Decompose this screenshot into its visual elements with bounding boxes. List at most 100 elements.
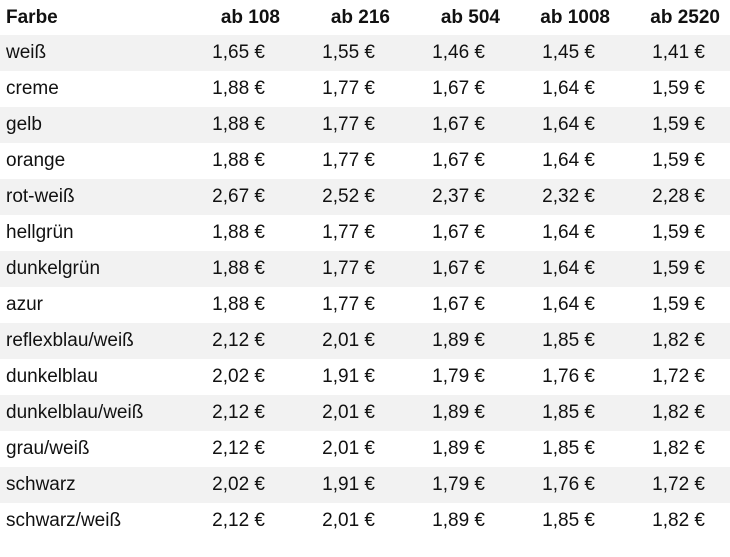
- price-cell: 1,89 €: [432, 330, 485, 351]
- price-cell: 1,77 €: [322, 294, 375, 315]
- price-cell: 1,89 €: [432, 402, 485, 423]
- color-name-cell: schwarz: [6, 474, 76, 495]
- table-row: gelb 1,88 € 1,77 € 1,67 € 1,64 € 1,59 €: [0, 107, 730, 143]
- color-name-cell: azur: [6, 294, 43, 315]
- table-row: hellgrün 1,88 € 1,77 € 1,67 € 1,64 € 1,59 €: [0, 215, 730, 251]
- price-cell: 2,02 €: [212, 474, 265, 495]
- table-row: orange 1,88 € 1,77 € 1,67 € 1,64 € 1,59 €: [0, 143, 730, 179]
- price-cell: 1,77 €: [322, 114, 375, 135]
- table-row: dunkelgrün 1,88 € 1,77 € 1,67 € 1,64 € 1,59 €: [0, 251, 730, 287]
- color-name-cell: dunkelblau: [6, 366, 98, 387]
- price-cell: 1,72 €: [652, 366, 705, 387]
- price-cell: 1,67 €: [432, 258, 485, 279]
- price-cell: 1,64 €: [542, 222, 595, 243]
- price-cell: 1,77 €: [322, 78, 375, 99]
- price-cell: 2,01 €: [322, 330, 375, 351]
- table-row: creme 1,88 € 1,77 € 1,67 € 1,64 € 1,59 €: [0, 71, 730, 107]
- table-row: dunkelblau/weiß 2,12 € 2,01 € 1,89 € 1,85 € 1…: [0, 395, 730, 431]
- color-name-cell: orange: [6, 150, 66, 171]
- price-cell: 1,67 €: [432, 114, 485, 135]
- header-row: Farbe ab 108 ab 216 ab 504 ab 1008 ab 25…: [0, 0, 730, 35]
- price-cell: 1,55 €: [322, 42, 375, 63]
- price-cell: 2,12 €: [212, 402, 265, 423]
- price-cell: 1,59 €: [652, 258, 705, 279]
- table-row: schwarz/weiß 2,12 € 2,01 € 1,89 € 1,85 € 1,82…: [0, 503, 730, 539]
- price-cell: 1,67 €: [432, 294, 485, 315]
- price-cell: 1,64 €: [542, 78, 595, 99]
- color-name-cell: dunkelblau/weiß: [6, 402, 144, 423]
- header-cell-color: Farbe: [6, 6, 58, 28]
- color-name-cell: schwarz/weiß: [6, 510, 122, 531]
- price-cell: 2,02 €: [212, 366, 265, 387]
- price-cell: 1,88 €: [212, 294, 265, 315]
- price-cell: 1,85 €: [542, 402, 595, 423]
- table-row: azur 1,88 € 1,77 € 1,67 € 1,64 € 1,59 €: [0, 287, 730, 323]
- price-cell: 1,67 €: [432, 222, 485, 243]
- price-cell: 1,88 €: [212, 114, 265, 135]
- price-cell: 2,67 €: [212, 186, 265, 207]
- table-row: dunkelblau 2,02 € 1,91 € 1,79 € 1,76 € 1,72 €: [0, 359, 730, 395]
- header-cell-tier: ab 2520: [650, 6, 720, 28]
- price-cell: 2,12 €: [212, 510, 265, 531]
- price-cell: 1,45 €: [542, 42, 595, 63]
- price-cell: 1,77 €: [322, 150, 375, 171]
- price-cell: 1,72 €: [652, 474, 705, 495]
- price-cell: 1,88 €: [212, 78, 265, 99]
- color-name-cell: dunkelgrün: [6, 258, 101, 279]
- price-table: Farbe ab 108 ab 216 ab 504 ab 1008 ab 25…: [0, 0, 730, 539]
- price-cell: 1,65 €: [212, 42, 265, 63]
- price-cell: 1,89 €: [432, 510, 485, 531]
- header-cell-tier: ab 108: [220, 6, 280, 28]
- price-cell: 1,77 €: [322, 222, 375, 243]
- price-cell: 1,59 €: [652, 78, 705, 99]
- header-cell-tier: ab 216: [330, 6, 390, 28]
- price-cell: 1,64 €: [542, 294, 595, 315]
- price-cell: 2,12 €: [212, 438, 265, 459]
- price-cell: 2,01 €: [322, 402, 375, 423]
- price-cell: 1,79 €: [432, 366, 485, 387]
- price-cell: 1,82 €: [652, 330, 705, 351]
- price-cell: 1,67 €: [432, 150, 485, 171]
- color-name-cell: hellgrün: [6, 222, 74, 243]
- price-cell: 1,76 €: [542, 474, 595, 495]
- price-cell: 1,59 €: [652, 222, 705, 243]
- table-row: grau/weiß 2,12 € 2,01 € 1,89 € 1,85 € 1,82 €: [0, 431, 730, 467]
- price-cell: 1,67 €: [432, 78, 485, 99]
- header-cell-tier: ab 1008: [540, 6, 610, 28]
- price-cell: 1,91 €: [322, 474, 375, 495]
- price-cell: 1,91 €: [322, 366, 375, 387]
- table-row: schwarz 2,02 € 1,91 € 1,79 € 1,76 € 1,72 €: [0, 467, 730, 503]
- color-name-cell: gelb: [6, 114, 42, 135]
- price-cell: 1,88 €: [212, 258, 265, 279]
- price-cell: 1,88 €: [212, 222, 265, 243]
- price-cell: 1,85 €: [542, 330, 595, 351]
- table-row: rot-weiß 2,67 € 2,52 € 2,37 € 2,32 € 2,28 €: [0, 179, 730, 215]
- price-cell: 1,77 €: [322, 258, 375, 279]
- price-cell: 1,46 €: [432, 42, 485, 63]
- price-cell: 1,82 €: [652, 510, 705, 531]
- price-cell: 1,59 €: [652, 114, 705, 135]
- price-cell: 1,85 €: [542, 510, 595, 531]
- price-cell: 1,64 €: [542, 258, 595, 279]
- color-name-cell: reflexblau/weiß: [6, 330, 134, 351]
- price-cell: 1,79 €: [432, 474, 485, 495]
- price-cell: 2,52 €: [322, 186, 375, 207]
- price-cell: 1,88 €: [212, 150, 265, 171]
- color-name-cell: weiß: [6, 42, 47, 63]
- table-row: weiß 1,65 € 1,55 € 1,46 € 1,45 € 1,41 €: [0, 35, 730, 71]
- price-cell: 1,64 €: [542, 114, 595, 135]
- color-name-cell: grau/weiß: [6, 438, 90, 459]
- price-cell: 1,41 €: [652, 42, 705, 63]
- price-cell: 1,64 €: [542, 150, 595, 171]
- header-cell-tier: ab 504: [440, 6, 500, 28]
- table-body: weiß 1,65 € 1,55 € 1,46 € 1,45 € 1,41 € creme 1…: [0, 35, 730, 539]
- price-cell: 2,37 €: [432, 186, 485, 207]
- color-name-cell: rot-weiß: [6, 186, 75, 207]
- price-cell: 1,59 €: [652, 294, 705, 315]
- price-cell: 2,32 €: [542, 186, 595, 207]
- price-cell: 1,82 €: [652, 402, 705, 423]
- price-cell: 2,12 €: [212, 330, 265, 351]
- price-cell: 1,76 €: [542, 366, 595, 387]
- color-name-cell: creme: [6, 78, 59, 99]
- price-cell: 1,85 €: [542, 438, 595, 459]
